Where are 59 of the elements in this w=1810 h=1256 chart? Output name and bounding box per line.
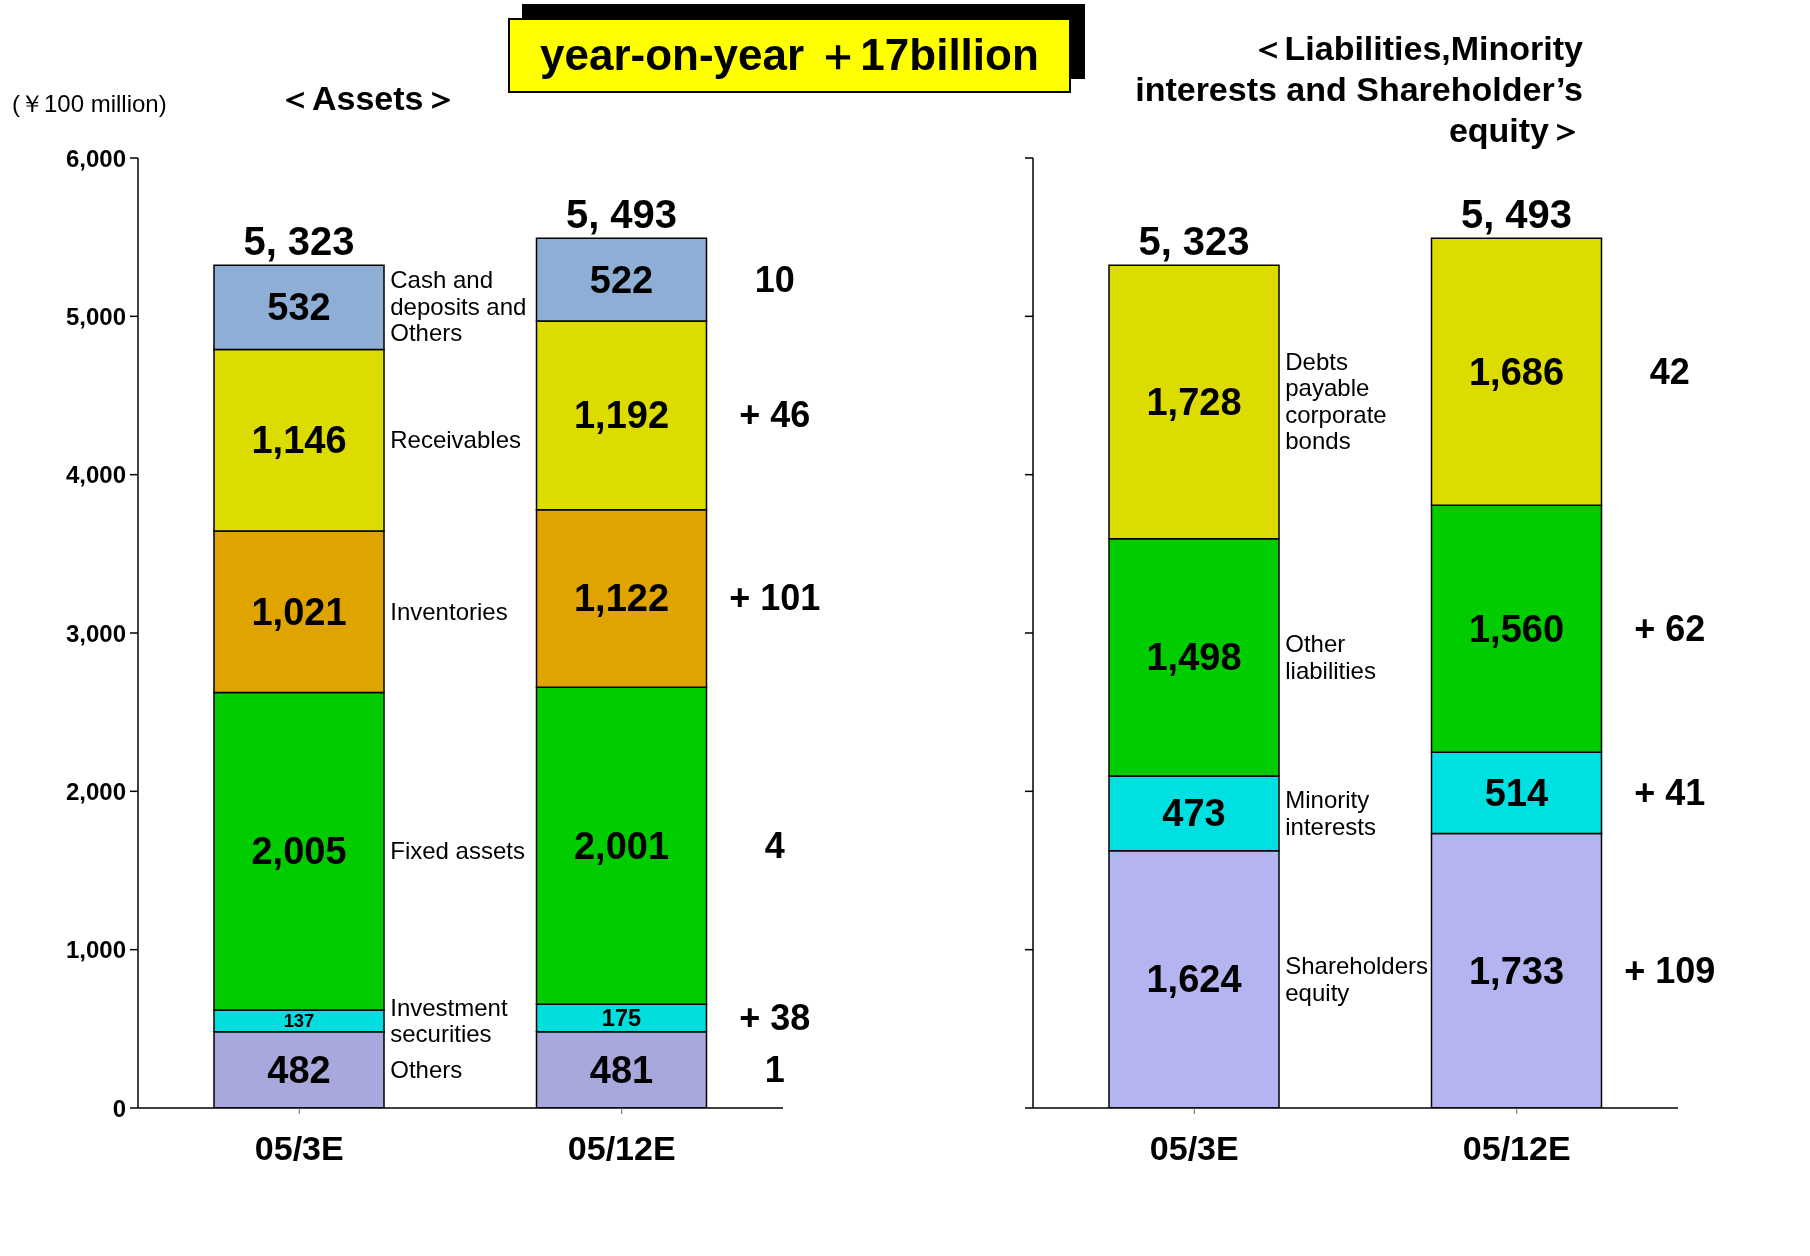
data-label: 1,624 bbox=[1146, 958, 1242, 1001]
y-tick-label: 0 bbox=[112, 1094, 126, 1122]
chart-title: ＜Assets＞ bbox=[278, 78, 459, 119]
y-axis-title: (￥100 million) bbox=[12, 89, 167, 119]
x-tick-label: 05/12E bbox=[1462, 1129, 1571, 1168]
series-label: Fixed assets bbox=[390, 837, 526, 865]
annotation: 4 bbox=[763, 824, 786, 867]
chart-title: ＜Liabilities,Minority interests and Shareholder’s equity＞ bbox=[1134, 28, 1583, 151]
data-label: 1,728 bbox=[1146, 380, 1242, 423]
y-tick-label: 4,000 bbox=[65, 461, 126, 489]
series-label: Others bbox=[390, 1055, 464, 1084]
chart-subtitle: year-on-year ＋17billion bbox=[508, 18, 1071, 93]
total-label: 5, 323 bbox=[1138, 219, 1250, 264]
data-label: 532 bbox=[267, 286, 331, 329]
data-label: 175 bbox=[601, 1004, 642, 1031]
total-label: 5, 493 bbox=[1460, 192, 1573, 237]
annotation: + 109 bbox=[1623, 949, 1717, 992]
annotation: 10 bbox=[753, 258, 796, 301]
series-label: Debts payable corporate bonds bbox=[1285, 348, 1388, 455]
data-label: 2,005 bbox=[251, 830, 347, 873]
y-tick-label: 6,000 bbox=[65, 144, 126, 172]
x-tick-label: 05/12E bbox=[567, 1129, 676, 1168]
data-label: 473 bbox=[1162, 792, 1226, 835]
annotation: + 38 bbox=[738, 996, 812, 1039]
data-label: 2,001 bbox=[573, 824, 670, 867]
y-tick-label: 3,000 bbox=[65, 619, 126, 647]
y-tick-label: 1,000 bbox=[65, 936, 126, 964]
series-label: Inventories bbox=[390, 597, 509, 625]
x-tick-label: 05/3E bbox=[254, 1129, 344, 1168]
total-label: 5, 323 bbox=[243, 219, 355, 264]
series-label: Other liabilities bbox=[1285, 629, 1377, 684]
total-label: 5, 493 bbox=[565, 192, 678, 237]
series-label: Shareholders equity bbox=[1285, 952, 1429, 1006]
data-label: 137 bbox=[283, 1010, 315, 1032]
y-tick-label: 2,000 bbox=[65, 777, 126, 805]
data-label: 522 bbox=[589, 258, 654, 301]
series-label: Minority interests bbox=[1285, 786, 1377, 840]
data-label: 1,192 bbox=[573, 394, 670, 437]
annotation: 42 bbox=[1648, 350, 1691, 393]
y-tick-label: 5,000 bbox=[65, 302, 126, 330]
annotation: + 46 bbox=[738, 394, 812, 437]
data-label: 1,686 bbox=[1468, 350, 1565, 393]
data-label: 1,733 bbox=[1468, 949, 1565, 992]
series-label: Investment securities bbox=[390, 993, 509, 1048]
data-label: 481 bbox=[589, 1048, 654, 1091]
data-label: 1,021 bbox=[251, 590, 347, 633]
data-label: 1,146 bbox=[251, 419, 347, 462]
annotation: 1 bbox=[763, 1048, 786, 1091]
annotation: + 41 bbox=[1633, 771, 1707, 814]
data-label: 514 bbox=[1484, 771, 1549, 814]
data-label: 482 bbox=[267, 1048, 331, 1091]
data-label: 1,498 bbox=[1146, 636, 1242, 679]
annotation: + 62 bbox=[1633, 607, 1707, 650]
annotation: + 101 bbox=[728, 577, 822, 620]
series-label: Cash and deposits and Others bbox=[390, 266, 528, 347]
series-label: Receivables bbox=[390, 425, 522, 454]
x-tick-label: 05/3E bbox=[1149, 1129, 1239, 1168]
data-label: 1,122 bbox=[573, 577, 670, 620]
data-label: 1,560 bbox=[1468, 607, 1565, 650]
